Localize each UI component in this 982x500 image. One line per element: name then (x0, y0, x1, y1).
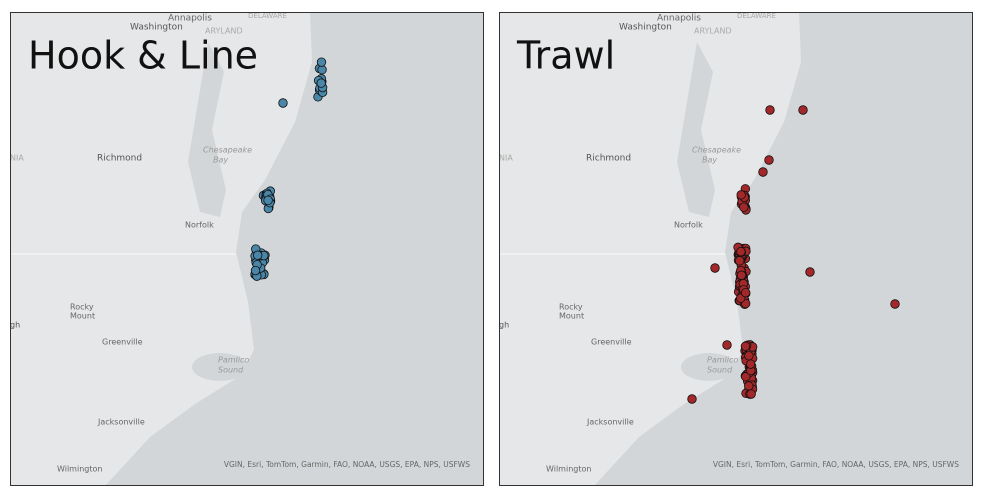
place-label: Washington (619, 23, 672, 33)
panel-border (499, 12, 973, 486)
place-label: Washington (130, 23, 183, 33)
place-label: Annapolis (168, 14, 212, 24)
place-label: Annapolis (657, 14, 701, 24)
sample-point (250, 265, 261, 276)
place-label: gh (10, 321, 20, 330)
place-label: Sound (707, 366, 733, 375)
sound (681, 353, 737, 381)
sample-point (758, 167, 768, 177)
sample-point (764, 155, 774, 165)
place-label: Norfolk (185, 221, 214, 230)
place-label: Mount (559, 312, 584, 321)
sample-point (744, 351, 754, 361)
place-label: Pamlico (218, 356, 249, 365)
place-label: Greenville (591, 338, 632, 347)
place-label: Norfolk (674, 221, 703, 230)
sample-point (316, 57, 327, 67)
sample-point (741, 372, 751, 382)
sample-point (736, 270, 747, 280)
place-label: DELAWARE (248, 12, 287, 20)
sample-point (744, 381, 754, 391)
place-label: Greenville (102, 338, 143, 347)
sample-point (263, 195, 273, 206)
place-label: Jacksonville (586, 418, 634, 427)
sample-point (740, 341, 751, 352)
attribution: VGIN, Esri, TomTom, Garmin, FAO, NOAA, U… (713, 460, 959, 469)
place-label: Rocky (70, 303, 94, 312)
place-label: Richmond (97, 154, 142, 164)
sample-point (252, 250, 263, 260)
panel-title: Hook & Line (28, 34, 258, 78)
sample-point (736, 246, 746, 257)
bay (188, 42, 226, 217)
place-label: NIA (499, 154, 513, 163)
panel-title: Trawl (516, 34, 615, 78)
attribution: VGIN, Esri, TomTom, Garmin, FAO, NOAA, U… (224, 460, 470, 469)
sample-point (278, 98, 288, 108)
place-label: Bay (702, 156, 717, 165)
sample-point (805, 267, 815, 277)
sample-point (890, 299, 900, 309)
place-label: Wilmington (57, 465, 102, 474)
sample-point (687, 394, 697, 404)
sample-point (316, 78, 326, 88)
place-label: DELAWARE (737, 12, 776, 20)
sample-point (734, 256, 745, 266)
place-label: ARYLAND (205, 27, 243, 36)
sample-point (722, 340, 732, 350)
sample-point (740, 287, 751, 298)
sample-point (739, 202, 749, 212)
place-label: Chesapeake (203, 146, 252, 155)
place-label: Mount (70, 312, 95, 321)
place-label: Wilmington (546, 465, 591, 474)
place-label: Bay (213, 156, 228, 165)
sample-point (736, 190, 746, 200)
place-label: Sound (218, 366, 244, 375)
sample-point (745, 359, 756, 369)
sample-point (798, 105, 808, 115)
place-label: ARYLAND (694, 27, 732, 36)
place-label: gh (499, 321, 509, 330)
place-label: Jacksonville (97, 418, 145, 427)
sound (192, 353, 248, 381)
bay (677, 42, 715, 217)
place-label: Pamlico (707, 356, 738, 365)
sample-point (746, 389, 756, 399)
place-label: NIA (10, 154, 24, 163)
place-label: Rocky (559, 303, 583, 312)
place-label: Richmond (586, 154, 631, 164)
sample-point (765, 105, 775, 115)
place-label: Chesapeake (692, 146, 741, 155)
panel-border (10, 12, 484, 486)
sample-point (710, 263, 720, 273)
